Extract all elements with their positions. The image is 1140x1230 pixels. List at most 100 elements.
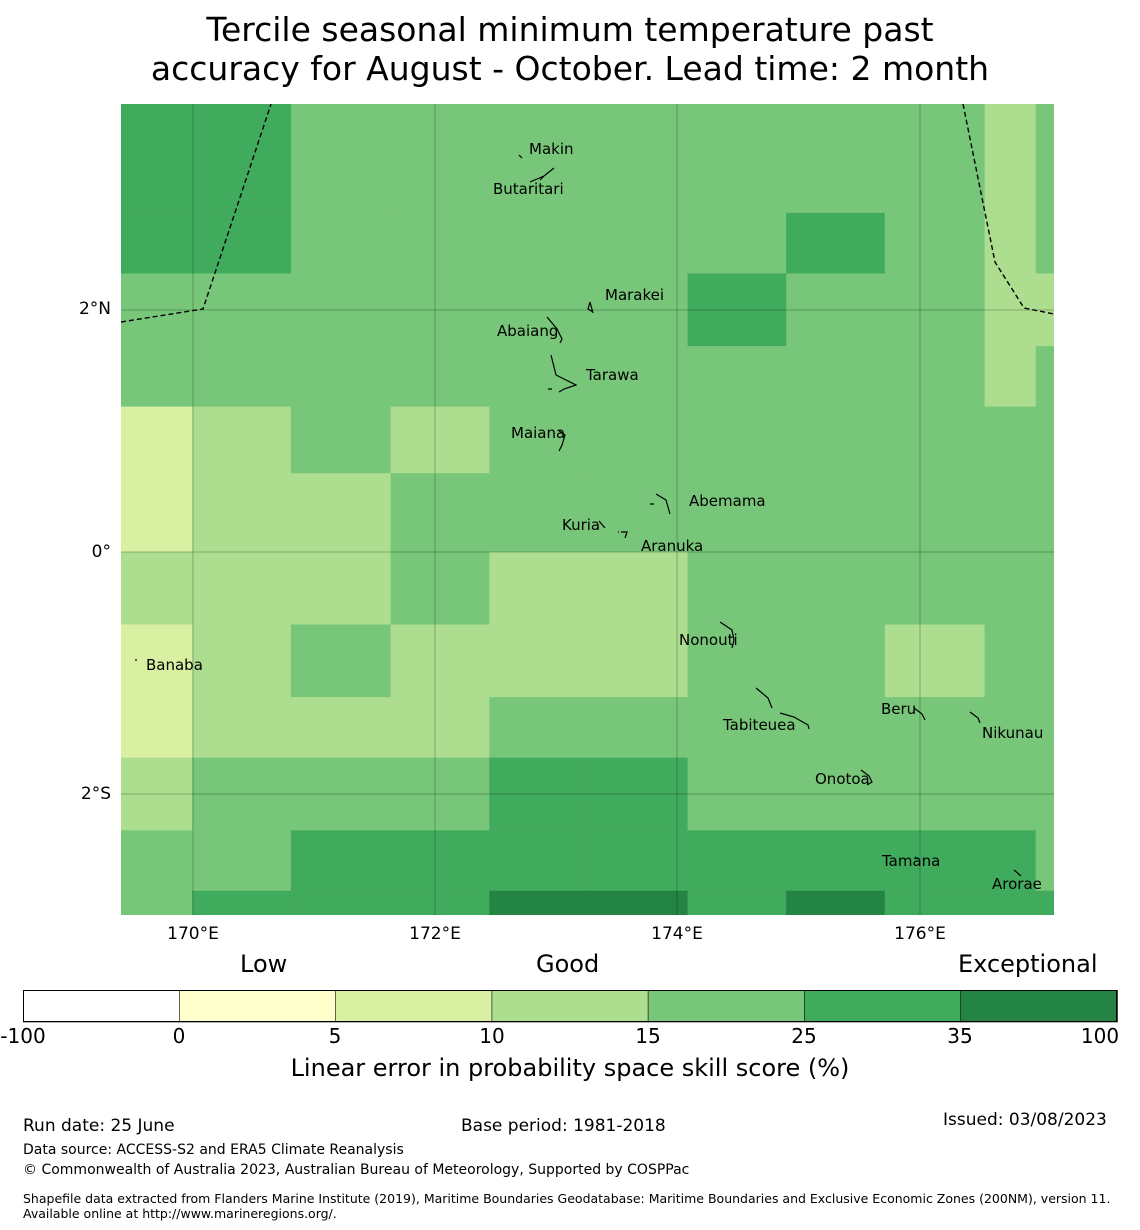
colorbar-swatch	[23, 990, 181, 1023]
grid-cell	[390, 273, 490, 347]
grid-cell	[1035, 697, 1054, 759]
grid-cell	[786, 104, 886, 214]
label-marakei: Marakei	[605, 286, 664, 304]
grid-cell	[390, 104, 490, 214]
grid-cell	[121, 697, 193, 759]
outline-abemama	[650, 493, 671, 515]
grid-cell	[587, 697, 689, 759]
colorbar	[23, 990, 1118, 1023]
grid-cell	[192, 757, 292, 831]
colorbar-tick-25: 25	[791, 1024, 817, 1048]
outline-marakei	[587, 301, 594, 314]
outline-kuria	[598, 520, 606, 529]
grid-cell	[290, 830, 392, 892]
skill-grid	[121, 104, 1054, 915]
grid-cell	[489, 212, 589, 274]
data-source: Data source: ACCESS-S2 and ERA5 Climate …	[23, 1142, 404, 1158]
label-maiana: Maiana	[511, 424, 565, 442]
outline-maiana	[557, 429, 566, 452]
grid-cell	[192, 104, 292, 214]
category-good: Good	[536, 950, 600, 978]
grid-cell	[290, 473, 392, 553]
grid-cell	[290, 273, 392, 347]
grid-cell	[390, 830, 490, 892]
grid-cell	[290, 212, 392, 274]
label-nikunau: Nikunau	[982, 724, 1043, 742]
grid-cell	[786, 624, 886, 698]
label-nonouti: Nonouti	[679, 631, 738, 649]
grid-cell	[489, 346, 589, 408]
label-tarawa: Tarawa	[585, 366, 639, 384]
grid-cell	[786, 830, 886, 892]
grid-cell	[884, 624, 986, 698]
grid-cell	[489, 830, 589, 892]
gridlines	[121, 104, 1054, 915]
lon-label-170e: 170°E	[167, 924, 219, 944]
colorbar-swatch	[960, 990, 1118, 1023]
label-onotoa: Onotoa	[815, 770, 870, 788]
colorbar-frame	[23, 990, 1117, 1022]
colorbar-swatch	[804, 990, 962, 1023]
grid-cell	[884, 551, 986, 626]
issued-date: Issued: 03/08/2023	[943, 1110, 1107, 1130]
grid-cell	[687, 757, 787, 831]
grid-cell	[687, 346, 787, 408]
grid-cell	[984, 212, 1037, 274]
shapefile-credit: Shapefile data extracted from Flanders M…	[23, 1191, 1111, 1221]
colorbar-tick-15: 15	[635, 1024, 661, 1048]
grid-cell	[884, 406, 986, 474]
colorbar-tick-35: 35	[947, 1024, 973, 1048]
grid-cell	[489, 757, 589, 831]
grid-cell	[290, 697, 392, 759]
category-exceptional: Exceptional	[958, 950, 1098, 978]
colorbar-tick-100: 100	[1080, 1024, 1120, 1048]
label-abemama: Abemama	[689, 492, 766, 510]
grid-cell	[390, 890, 490, 915]
outline-nikunau	[969, 711, 981, 724]
grid-cell	[984, 346, 1037, 408]
grid-cell	[984, 830, 1037, 892]
grid-cell	[687, 406, 787, 474]
colorbar-swatch	[647, 990, 806, 1023]
grid-cell	[121, 890, 193, 915]
grid-cell	[984, 551, 1037, 626]
grid-cell	[390, 757, 490, 831]
grid-cell	[786, 273, 886, 347]
grid-cell	[884, 104, 986, 214]
grid-cell	[1035, 890, 1054, 915]
grid-cell	[587, 212, 689, 274]
outline-nonouti	[719, 621, 735, 649]
grid-cell	[984, 473, 1037, 553]
outline-tarawa	[548, 354, 578, 393]
grid-cell	[192, 212, 292, 274]
outline-arorae	[1013, 869, 1022, 877]
grid-cell	[687, 624, 787, 698]
grid-cell	[390, 406, 490, 474]
colorbar-tick-0: 0	[172, 1024, 186, 1048]
colorbar-swatch	[335, 990, 493, 1023]
grid-cell	[192, 273, 292, 347]
chart-title: Tercile seasonal minimum temperature pas…	[0, 10, 1140, 88]
grid-cell	[390, 212, 490, 274]
base-period: Base period: 1981-2018	[461, 1116, 666, 1136]
outline-tabiteuea	[755, 687, 810, 730]
grid-cell	[587, 346, 689, 408]
grid-cell	[786, 697, 886, 759]
grid-cell	[1035, 624, 1054, 698]
colorbar-tick-10: 10	[479, 1024, 505, 1048]
label-tabiteuea: Tabiteuea	[722, 716, 796, 734]
outline-beru	[913, 707, 926, 721]
label-tamana: Tamana	[881, 852, 940, 870]
run-date: Run date: 25 June	[23, 1116, 175, 1136]
grid-cell	[587, 473, 689, 553]
colorbar-swatch	[179, 990, 337, 1023]
grid-cell	[786, 551, 886, 626]
grid-cell	[786, 346, 886, 408]
grid-cell	[121, 406, 193, 474]
grid-cell	[884, 757, 986, 831]
grid-cell	[786, 212, 886, 274]
grid-cell	[687, 830, 787, 892]
grid-cell	[290, 346, 392, 408]
grid-cell	[587, 551, 689, 626]
island-outlines	[135, 154, 1022, 877]
